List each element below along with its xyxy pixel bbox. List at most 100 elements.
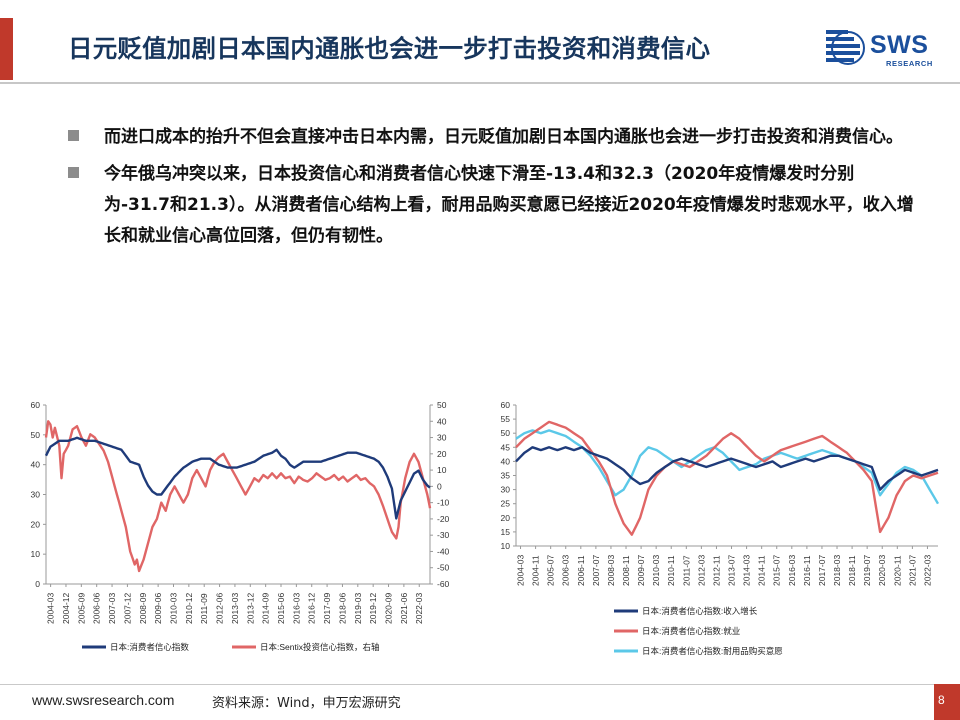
- bullet-square-icon: [68, 130, 79, 141]
- x-tick-label: 2005-09: [76, 593, 86, 624]
- x-tick-label: 2010-03: [168, 593, 178, 624]
- y-right-tick-label: -20: [437, 514, 450, 524]
- title-accent-bar: [0, 18, 13, 80]
- x-tick-label: 2021-06: [399, 593, 409, 624]
- x-tick-label: 2022-03: [414, 593, 424, 624]
- y-tick-label: 25: [501, 499, 511, 509]
- x-tick-label: 2015-07: [772, 555, 782, 586]
- footer-source: 资料来源：Wind，申万宏源研究: [212, 696, 401, 711]
- x-tick-label: 2010-03: [651, 555, 661, 586]
- x-tick-label: 2018-03: [832, 555, 842, 586]
- y-tick-label: 55: [501, 414, 511, 424]
- x-tick-label: 2005-07: [546, 555, 556, 586]
- x-tick-label: 2013-12: [245, 593, 255, 624]
- x-tick-label: 2016-03: [787, 555, 797, 586]
- x-tick-label: 2014-03: [742, 555, 752, 586]
- legend-label: 日本:消费者信心指数:收入增长: [642, 606, 758, 616]
- bullet-item: 今年俄乌冲突以来，日本投资信心和消费者信心快速下滑至-13.4和32.3（202…: [68, 159, 918, 252]
- x-tick-label: 2008-11: [621, 555, 631, 586]
- x-tick-label: 2019-12: [368, 593, 378, 624]
- sws-logo: SWS RESEARCH: [824, 20, 942, 76]
- y-tick-label: 15: [501, 527, 511, 537]
- y-right-tick-label: 10: [437, 465, 447, 475]
- y-left-tick-label: 20: [31, 519, 41, 529]
- x-tick-label: 2008-03: [606, 555, 616, 586]
- legend-label: 日本:消费者信心指数:就业: [642, 626, 740, 636]
- bullet-list: 而进口成本的抬升不但会直接冲击日本内需，日元贬值加剧日本国内通胀也会进一步打击投…: [68, 122, 918, 258]
- x-tick-label: 2015-06: [276, 593, 286, 624]
- x-tick-label: 2013-03: [230, 593, 240, 624]
- x-tick-label: 2010-12: [184, 593, 194, 624]
- sws-logo-mark-icon: [826, 30, 865, 65]
- x-tick-label: 2013-07: [727, 555, 737, 586]
- x-tick-label: 2014-11: [757, 555, 767, 586]
- x-tick-label: 2006-11: [576, 555, 586, 586]
- y-left-tick-label: 30: [31, 490, 41, 500]
- bullet-square-icon: [68, 167, 79, 178]
- x-tick-label: 2004-03: [516, 555, 526, 586]
- footer-url: www.swsresearch.com: [32, 692, 175, 708]
- logo-subtext: RESEARCH: [886, 59, 933, 68]
- bullet-item: 而进口成本的抬升不但会直接冲击日本内需，日元贬值加剧日本国内通胀也会进一步打击投…: [68, 122, 918, 153]
- x-tick-label: 2009-07: [636, 555, 646, 586]
- x-tick-label: 2012-06: [215, 593, 225, 624]
- x-tick-label: 2010-11: [666, 555, 676, 586]
- x-tick-label: 2007-07: [591, 555, 601, 586]
- legend-label: 日本:消费者信心指数:耐用品购买意愿: [642, 646, 783, 656]
- bullet-text: 而进口成本的抬升不但会直接冲击日本内需，日元贬值加剧日本国内通胀也会进一步打击投…: [104, 127, 903, 147]
- x-tick-label: 2020-03: [877, 555, 887, 586]
- chart-consumer-components-svg: 10 15 20 25 30 35 40 45 50 55 60 2004-03 2004-11 2005…: [501, 400, 940, 656]
- series-line: [515, 446, 939, 491]
- x-tick-label: 2006-06: [92, 593, 102, 624]
- x-tick-label: 2004-12: [61, 593, 71, 624]
- x-tick-label: 2004-03: [46, 593, 56, 624]
- y-tick-label: 30: [501, 485, 511, 495]
- x-tick-label: 2020-11: [892, 555, 902, 586]
- y-left-tick-label: 0: [35, 579, 40, 589]
- page-title: 日元贬值加剧日本国内通胀也会进一步打击投资和消费信心: [68, 34, 711, 63]
- x-tick-label: 2019-07: [862, 555, 872, 586]
- y-right-tick-label: 30: [437, 433, 447, 443]
- footer-corner: [934, 684, 960, 720]
- x-tick-label: 2020-09: [384, 593, 394, 624]
- y-left-tick-label: 50: [31, 430, 41, 440]
- y-tick-label: 50: [501, 428, 511, 438]
- x-tick-label: 2018-11: [847, 555, 857, 586]
- x-tick-label: 2014-09: [261, 593, 271, 624]
- page-number: 8: [938, 693, 945, 707]
- logo-text: SWS: [870, 31, 929, 59]
- series-line: [515, 420, 939, 536]
- y-tick-label: 45: [501, 442, 511, 452]
- y-tick-label: 10: [501, 541, 511, 551]
- chart-confidence-index-svg: 0 10 20 30 40 50 60 -60 -50 -40 -30 -20 -10 0 10 20 30 40…: [31, 400, 450, 652]
- x-tick-label: 2011-07: [681, 555, 691, 586]
- y-left-tick-label: 60: [31, 400, 41, 410]
- x-tick-label: 2011-09: [199, 593, 209, 624]
- y-right-tick-label: -60: [437, 579, 450, 589]
- y-right-tick-label: -10: [437, 498, 450, 508]
- series-line: [44, 436, 431, 520]
- x-tick-label: 2008-09: [138, 593, 148, 624]
- bullet-text: 今年俄乌冲突以来，日本投资信心和消费者信心快速下滑至-13.4和32.3（202…: [104, 164, 914, 246]
- x-tick-label: 2007-03: [107, 593, 117, 624]
- legend-label: 日本:Sentix投资信心指数，右轴: [260, 642, 380, 652]
- title-divider: [0, 82, 960, 84]
- y-right-tick-label: 0: [437, 481, 442, 491]
- y-right-tick-label: 20: [437, 449, 447, 459]
- x-tick-label: 2006-03: [561, 555, 571, 586]
- x-tick-label: 2012-11: [711, 555, 721, 586]
- y-left-tick-label: 10: [31, 549, 41, 559]
- x-tick-label: 2016-12: [307, 593, 317, 624]
- y-right-tick-label: 50: [437, 400, 447, 410]
- chart-consumer-components: 10 15 20 25 30 35 40 45 50 55 60 2004-03 2004-11 2005…: [488, 392, 948, 671]
- series-line: [44, 420, 432, 573]
- x-tick-label: 2004-11: [531, 555, 541, 586]
- y-tick-label: 35: [501, 471, 511, 481]
- y-right-tick-label: -40: [437, 546, 450, 556]
- x-tick-label: 2017-09: [322, 593, 332, 624]
- y-right-tick-label: 40: [437, 416, 447, 426]
- x-tick-label: 2018-06: [337, 593, 347, 624]
- x-tick-label: 2007-12: [122, 593, 132, 624]
- x-tick-label: 2019-03: [353, 593, 363, 624]
- chart-confidence-index: 0 10 20 30 40 50 60 -60 -50 -40 -30 -20 -10 0 10 20 30 40…: [20, 392, 470, 671]
